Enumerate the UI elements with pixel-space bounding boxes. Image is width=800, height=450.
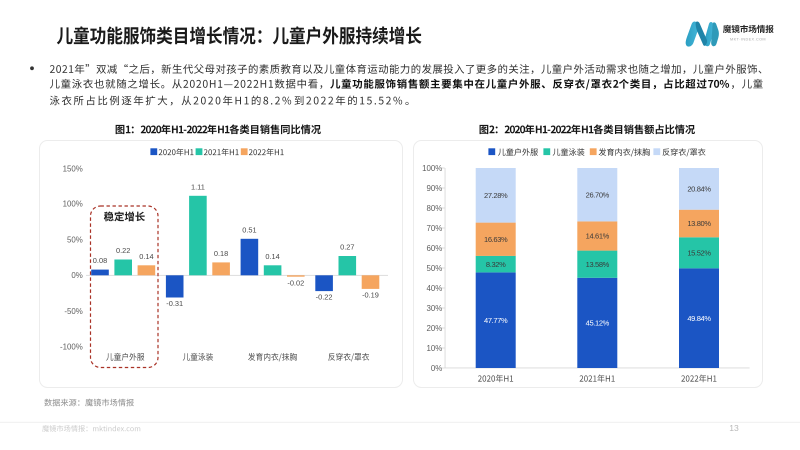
- svg-text:-0.31: -0.31: [166, 299, 183, 308]
- svg-text:16.63%: 16.63%: [484, 235, 508, 244]
- svg-text:27.28%: 27.28%: [484, 191, 508, 200]
- svg-text:-50%: -50%: [64, 307, 82, 316]
- svg-text:0.08: 0.08: [93, 256, 107, 265]
- svg-text:14.61%: 14.61%: [586, 232, 610, 241]
- svg-text:70%: 70%: [427, 224, 443, 233]
- svg-text:100%: 100%: [63, 200, 83, 209]
- svg-text:13.80%: 13.80%: [687, 219, 711, 228]
- svg-text:45.12%: 45.12%: [586, 319, 610, 328]
- svg-text:100%: 100%: [422, 164, 442, 173]
- svg-text:1.11: 1.11: [191, 182, 205, 191]
- svg-text:26.70%: 26.70%: [586, 190, 610, 199]
- svg-text:10%: 10%: [427, 344, 443, 353]
- svg-text:MKT·INDEX.COM: MKT·INDEX.COM: [730, 37, 766, 41]
- svg-text:8.32%: 8.32%: [486, 260, 506, 269]
- svg-text:47.77%: 47.77%: [484, 316, 508, 325]
- svg-text:-0.19: -0.19: [362, 291, 379, 300]
- svg-text:20.84%: 20.84%: [687, 185, 711, 194]
- svg-text:60%: 60%: [427, 244, 443, 253]
- svg-text:40%: 40%: [427, 284, 443, 293]
- svg-text:-0.02: -0.02: [287, 278, 304, 287]
- svg-text:0.14: 0.14: [265, 252, 279, 261]
- svg-text:30%: 30%: [427, 304, 443, 313]
- svg-text:-100%: -100%: [60, 343, 83, 352]
- svg-text:90%: 90%: [427, 184, 443, 193]
- svg-text:0.18: 0.18: [214, 249, 228, 258]
- svg-text:49.84%: 49.84%: [687, 314, 711, 323]
- svg-text:50%: 50%: [427, 264, 443, 273]
- svg-text:0.27: 0.27: [340, 243, 354, 252]
- svg-text:80%: 80%: [427, 204, 443, 213]
- svg-text:0.14: 0.14: [139, 252, 153, 261]
- svg-text:150%: 150%: [63, 165, 83, 174]
- svg-text:-0.22: -0.22: [316, 293, 333, 302]
- svg-text:0.51: 0.51: [242, 225, 256, 234]
- svg-text:50%: 50%: [67, 235, 83, 244]
- svg-text:15.52%: 15.52%: [687, 249, 711, 258]
- svg-text:13.58%: 13.58%: [586, 260, 610, 269]
- svg-text:0%: 0%: [71, 271, 82, 280]
- svg-text:0%: 0%: [431, 364, 442, 373]
- svg-text:13: 13: [729, 423, 739, 433]
- svg-text:0.22: 0.22: [116, 246, 130, 255]
- svg-text:20%: 20%: [427, 324, 443, 333]
